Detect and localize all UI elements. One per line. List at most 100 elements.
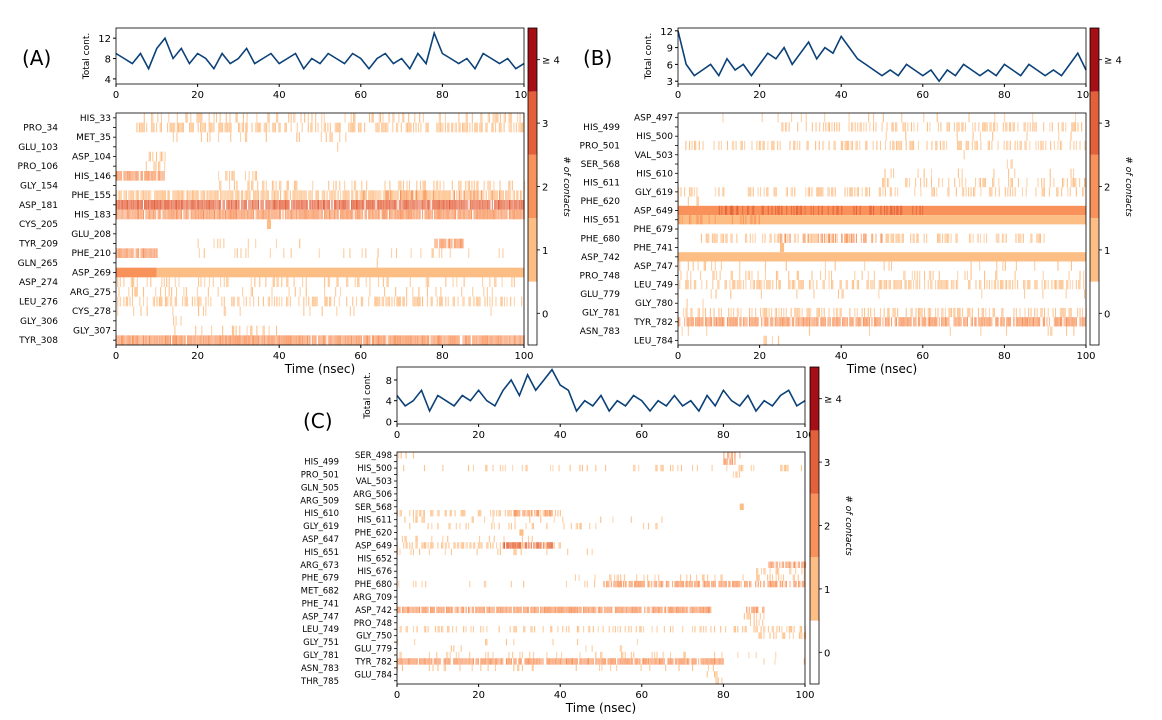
heat-cell: [464, 200, 466, 210]
heat-cell: [527, 658, 530, 665]
heat-cell: [399, 651, 401, 659]
heat-cell: [636, 638, 639, 646]
heat-cell: [779, 233, 781, 243]
heat-cell: [550, 510, 552, 517]
heat-cell: [195, 325, 197, 336]
heat-cell: [250, 209, 252, 220]
heat-cell: [351, 190, 353, 200]
heat-cell: [1059, 307, 1061, 318]
heat-cell: [335, 200, 337, 210]
heat-cell: [173, 316, 175, 326]
heat-cell: [495, 209, 497, 220]
heat-cell: [771, 580, 773, 588]
heat-cell: [444, 200, 446, 210]
heat-cell: [844, 187, 846, 197]
heat-cell: [273, 200, 275, 210]
heat-cell: [351, 335, 353, 345]
heat-cell: [1054, 307, 1057, 318]
heat-cell: [150, 248, 152, 258]
heat-cell: [190, 190, 192, 200]
heat-cell: [411, 606, 413, 614]
heat-cell: [841, 205, 843, 216]
heat-cell: [251, 209, 253, 220]
heat-cell: [153, 200, 156, 210]
heat-cell: [347, 200, 349, 210]
heat-cell: [287, 190, 289, 200]
heat-cell: [541, 606, 543, 614]
heat-cell: [758, 619, 760, 626]
heat-cell: [1061, 140, 1063, 151]
heat-cell: [143, 122, 145, 133]
heat-cell: [406, 190, 408, 200]
heat-cell: [938, 280, 940, 290]
heat-cell: [376, 200, 378, 210]
heat-cell: [145, 335, 147, 345]
row-label: PHE_155: [71, 191, 111, 201]
heat-cell: [438, 626, 440, 633]
heat-cell: [585, 658, 587, 665]
heat-cell: [136, 287, 138, 297]
heat-cell: [229, 122, 231, 133]
heat-cell: [505, 658, 508, 665]
heat-cell: [881, 280, 883, 290]
heat-cell: [736, 280, 738, 290]
heat-cell: [1018, 317, 1020, 327]
heat-cell: [152, 209, 154, 220]
heat-cell: [266, 219, 272, 229]
heat-cell: [422, 335, 424, 345]
heat-cell: [157, 200, 159, 210]
heat-cell: [307, 113, 309, 123]
heat-cell: [457, 200, 459, 210]
heat-cell: [586, 658, 588, 665]
heat-cell: [680, 658, 683, 665]
heat-cell: [185, 287, 187, 297]
heat-cell: [262, 209, 264, 220]
heat-cell: [893, 205, 895, 216]
heat-cell: [316, 190, 318, 200]
row-label: ASP_181: [19, 201, 58, 211]
heat-cell: [1017, 177, 1019, 188]
heat-cell: [714, 658, 716, 665]
heat-cell: [359, 122, 361, 133]
heat-cell: [799, 307, 801, 318]
heat-cell: [320, 132, 322, 142]
heat-cell: [232, 296, 234, 307]
heat-cell: [141, 122, 143, 133]
heat-cell: [354, 190, 356, 200]
heat-cell: [725, 458, 727, 465]
x-tick-label: 60: [916, 351, 929, 362]
heat-cell: [605, 658, 607, 665]
heat-cell: [656, 580, 658, 588]
heat-cell: [453, 200, 455, 210]
heat-cell: [150, 209, 152, 220]
heat-cell: [696, 187, 698, 197]
heat-cell: [306, 200, 309, 210]
heat-cell: [163, 200, 165, 210]
heat-cell: [809, 233, 811, 243]
heat-cell: [246, 132, 248, 142]
heat-cell: [179, 190, 181, 200]
heat-cell: [227, 200, 229, 210]
heat-cell: [430, 510, 432, 517]
heat-cell: [655, 606, 657, 614]
heat-cell: [713, 307, 715, 318]
heat-cell: [751, 307, 753, 318]
heat-cell: [158, 296, 160, 307]
heat-cell: [565, 658, 568, 665]
heat-cell: [157, 113, 159, 123]
heat-cell: [524, 626, 526, 633]
heat-cell: [749, 233, 751, 243]
heat-cell: [878, 317, 880, 327]
heat-cell: [160, 122, 162, 133]
heat-cell: [123, 200, 125, 210]
heat-cell: [298, 296, 300, 307]
heat-cell: [760, 280, 762, 290]
heat-cell: [472, 542, 474, 549]
heat-cell: [190, 113, 192, 123]
heat-cell: [362, 190, 364, 200]
heat-cell: [1081, 317, 1084, 327]
heat-cell: [439, 658, 441, 665]
heat-cell: [498, 510, 500, 517]
heat-cell: [464, 510, 466, 517]
heat-cell: [514, 542, 517, 549]
